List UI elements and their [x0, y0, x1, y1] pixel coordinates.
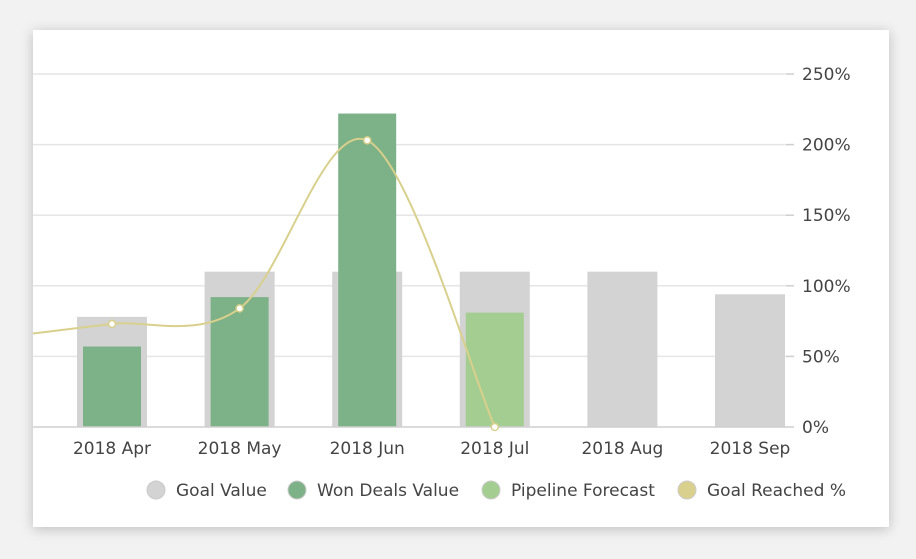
x-tick-label: 2018 Aug [581, 439, 663, 459]
legend-goal-reached-label[interactable]: Goal Reached % [707, 481, 846, 501]
legend-pipeline-forecast-label[interactable]: Pipeline Forecast [511, 481, 655, 501]
y-tick-label: 50% [802, 347, 840, 367]
won-deals-bar-2018-apr[interactable] [83, 346, 141, 427]
goal-value-bar-2018-aug[interactable] [587, 271, 658, 427]
legend-goal-reached-icon[interactable] [677, 480, 697, 500]
y-tick-label: 200% [802, 136, 851, 156]
goal-value-bar-2018-sep[interactable] [715, 294, 785, 427]
won-deals-bar-2018-may[interactable] [210, 297, 269, 427]
legend-pipeline-forecast-icon[interactable] [481, 480, 501, 500]
x-tick-label: 2018 Jun [330, 439, 405, 459]
goal-reached-point-2018-may[interactable] [235, 304, 244, 313]
goal-reached-point-2018-apr[interactable] [107, 319, 117, 329]
y-tick-label: 250% [802, 65, 851, 85]
pipeline-forecast-bar-2018-jul[interactable] [465, 312, 524, 427]
legend-won-deals-value-icon[interactable] [287, 480, 307, 500]
legend-goal-value-label[interactable]: Goal Value [176, 481, 267, 501]
y-tick-label: 0% [802, 418, 829, 438]
legend-goal-value-icon[interactable] [146, 480, 166, 500]
x-tick-label: 2018 Jul [460, 439, 529, 459]
legend-won-deals-value-label[interactable]: Won Deals Value [317, 481, 459, 501]
goal-reached-point-2018-jun[interactable] [362, 136, 372, 145]
x-tick-label: 2018 Sep [710, 439, 791, 459]
goal-reached-point-2018-jul[interactable] [490, 422, 500, 432]
y-tick-label: 100% [802, 277, 851, 297]
won-deals-bar-2018-jun[interactable] [338, 113, 397, 427]
x-tick-label: 2018 Apr [73, 439, 151, 459]
y-tick-label: 150% [802, 206, 851, 226]
x-tick-label: 2018 May [198, 439, 282, 459]
